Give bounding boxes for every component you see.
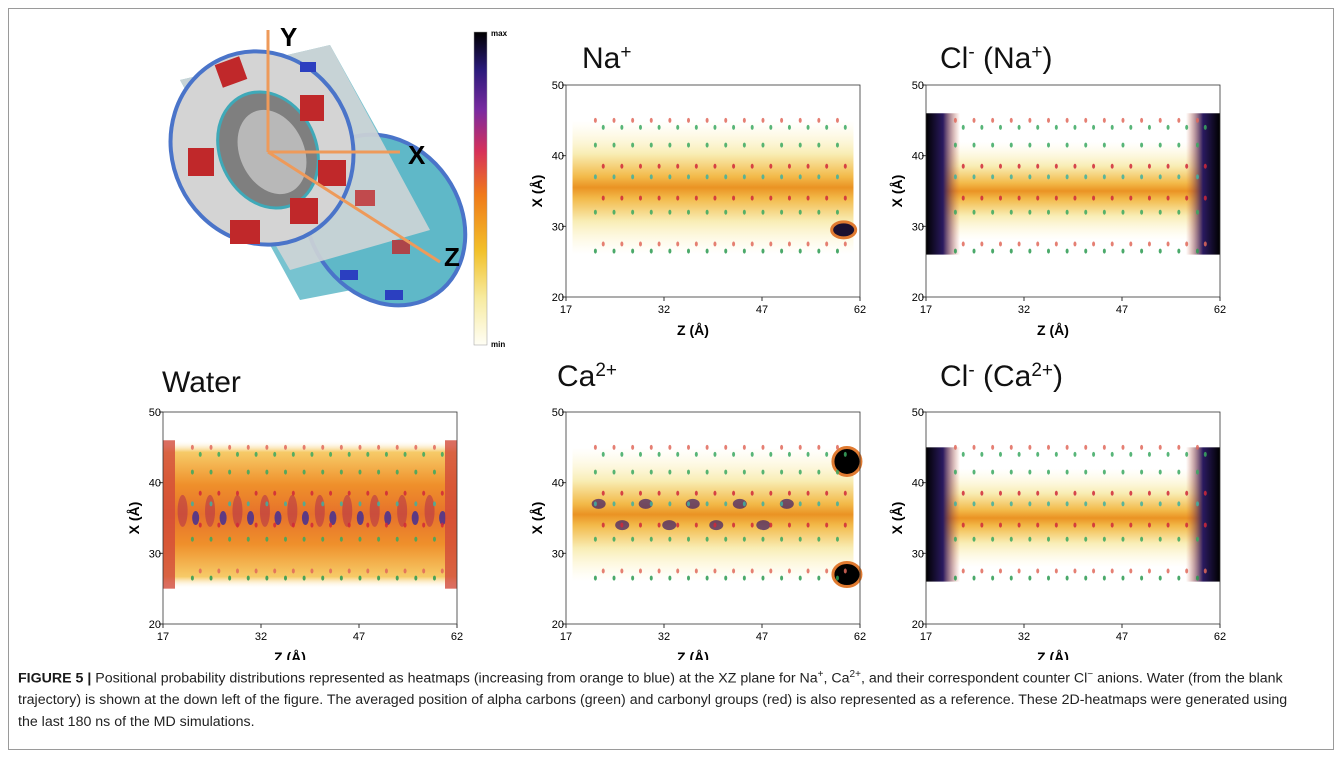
x-tick-label: 32: [658, 304, 670, 316]
plot-frame: [565, 411, 861, 625]
y-tick-label: 20: [552, 292, 564, 304]
axis-label-z: Z: [444, 242, 460, 272]
title-superscript: +: [620, 42, 631, 63]
caption-superscript: +: [817, 669, 824, 680]
figure-frame: [8, 8, 1334, 750]
y-tick-label: 40: [552, 478, 564, 490]
x-tick-label: 47: [1116, 631, 1128, 643]
title-superscript: -: [968, 360, 974, 381]
nanotube-illustration: Y X Z: [168, 22, 468, 308]
y-tick-label: 20: [552, 619, 564, 631]
x-axis-label: Z (Å): [677, 322, 709, 338]
x-tick-label: 17: [560, 304, 572, 316]
x-axis-label: Z (Å): [1037, 322, 1069, 338]
y-axis-label: X (Å): [126, 502, 142, 535]
title-text: Na: [582, 42, 621, 75]
y-tick-label: 30: [912, 548, 924, 560]
y-tick-label: 50: [552, 407, 564, 419]
x-tick-label: 32: [1018, 304, 1030, 316]
title-superscript: -: [968, 42, 974, 63]
x-tick-label: 17: [157, 631, 169, 643]
y-axis-label: X (Å): [529, 175, 545, 208]
panel-title: Na+: [582, 42, 631, 76]
y-tick-label: 50: [912, 80, 924, 92]
y-tick-label: 40: [552, 151, 564, 163]
title-superscript: 2+: [595, 360, 617, 381]
colorbar-max: max: [491, 29, 508, 38]
x-tick-label: 47: [353, 631, 365, 643]
caption-text: Positional probability distributions rep…: [91, 670, 818, 687]
x-tick-label: 32: [658, 631, 670, 643]
plot-frame: [925, 84, 1221, 298]
figure-caption: FIGURE 5 | Positional probability distri…: [18, 664, 1308, 733]
x-tick-label: 62: [1214, 631, 1226, 643]
y-axis-label: X (Å): [889, 502, 905, 535]
panel-title: Cl- (Na+): [940, 42, 1052, 76]
x-axis-label: Z (Å): [677, 649, 709, 660]
caption-text: , Ca: [823, 670, 850, 687]
axis-label-x: X: [408, 140, 426, 170]
x-axis-label: Z (Å): [1037, 649, 1069, 660]
title-text: (Ca: [975, 360, 1032, 393]
y-tick-label: 40: [912, 151, 924, 163]
x-tick-label: 47: [756, 304, 768, 316]
heatmap-panel: Cl- (Na+) 17 32 47 62 20 30 40 50 Z (Å) X (Å): [889, 42, 1226, 339]
x-tick-label: 17: [560, 631, 572, 643]
y-axis-label: X (Å): [889, 175, 905, 208]
heatmap-panel: Cl- (Ca2+) 17 32 47 62 20 30 40 50 Z (Å) X (Å): [889, 360, 1226, 661]
plot-frame: [162, 411, 458, 625]
title-text: Water: [162, 366, 241, 399]
y-tick-label: 30: [552, 221, 564, 233]
panel-title: Cl- (Ca2+): [940, 360, 1063, 394]
caption-superscript: 2+: [849, 669, 861, 680]
plot-frame: [565, 84, 861, 298]
y-tick-label: 50: [912, 407, 924, 419]
x-tick-label: 32: [1018, 631, 1030, 643]
title-text: Ca: [557, 360, 596, 393]
y-axis-label: X (Å): [529, 502, 545, 535]
heatmap-panel: Water 17 32 47 62 20 30 40 50 Z (Å) X (Å): [126, 366, 463, 660]
title-superscript: +: [1031, 42, 1042, 63]
x-tick-label: 17: [920, 631, 932, 643]
x-axis-label: Z (Å): [274, 649, 306, 660]
y-tick-label: 50: [552, 80, 564, 92]
y-tick-label: 30: [552, 548, 564, 560]
title-text: Cl: [940, 42, 968, 75]
axis-label-y: Y: [280, 22, 297, 52]
caption-superscript: −: [1087, 669, 1094, 680]
caption-label: FIGURE 5 |: [18, 670, 92, 687]
x-tick-label: 32: [255, 631, 267, 643]
y-tick-label: 40: [912, 478, 924, 490]
panel-title: Water: [162, 366, 241, 399]
caption-text: anions. Water (from the blank trajectory…: [18, 670, 1288, 730]
y-tick-label: 40: [149, 478, 161, 490]
y-tick-label: 20: [149, 619, 161, 631]
plot-frame: [925, 411, 1221, 625]
x-tick-label: 62: [1214, 304, 1226, 316]
y-tick-label: 20: [912, 619, 924, 631]
title-superscript: 2+: [1031, 360, 1053, 381]
x-tick-label: 62: [854, 304, 866, 316]
y-tick-label: 20: [912, 292, 924, 304]
title-text: Cl: [940, 360, 968, 393]
y-tick-label: 30: [912, 221, 924, 233]
x-tick-label: 17: [920, 304, 932, 316]
panel-title: Ca2+: [557, 360, 617, 394]
heatmap-panel: Ca2+ 17 32 47 62 20 30 40 50 Z (Å) X (Å): [529, 360, 866, 661]
title-text: ): [1053, 360, 1063, 393]
colorbar: max min: [473, 29, 508, 349]
title-text: (Na: [975, 42, 1032, 75]
title-text: ): [1042, 42, 1052, 75]
caption-text: , and their correspondent counter Cl: [860, 670, 1088, 687]
x-tick-label: 62: [451, 631, 463, 643]
colorbar-min: min: [491, 340, 505, 349]
x-tick-label: 47: [756, 631, 768, 643]
x-tick-label: 47: [1116, 304, 1128, 316]
y-tick-label: 50: [149, 407, 161, 419]
y-tick-label: 30: [149, 548, 161, 560]
x-tick-label: 62: [854, 631, 866, 643]
